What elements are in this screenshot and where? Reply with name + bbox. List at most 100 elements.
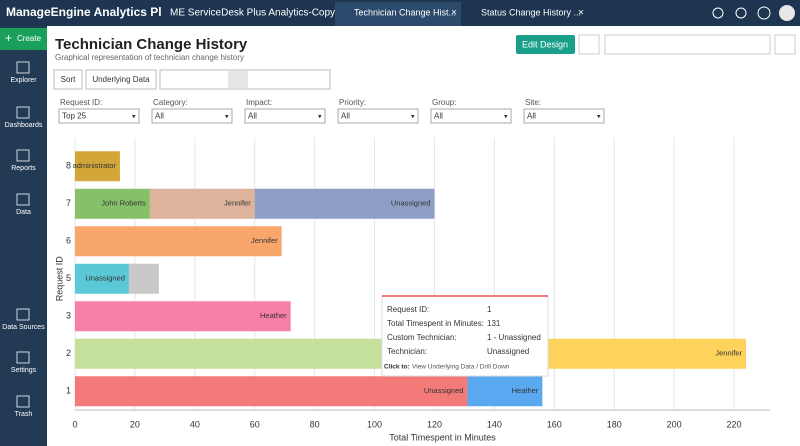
underlying-data-label[interactable]: Underlying Data: [92, 75, 150, 84]
tab-label[interactable]: Technician Change Hist...: [354, 7, 456, 17]
edit-design-label[interactable]: Edit Design: [522, 39, 568, 49]
filter-value[interactable]: Top 25: [62, 112, 87, 121]
tooltip-footer-label: Click to:: [384, 364, 410, 371]
filter-select[interactable]: [523, 108, 605, 124]
segment-label: Jennifer: [224, 199, 251, 208]
help-icon[interactable]: [757, 6, 771, 20]
filter-caret[interactable]: ▾: [597, 113, 601, 120]
bar-segment[interactable]: [75, 263, 129, 294]
tab-label[interactable]: ME ServiceDesk Plus Analytics-Copy: [170, 8, 335, 19]
bar-segment[interactable]: [75, 301, 291, 332]
x-tick-label: 80: [310, 419, 320, 429]
tab-label[interactable]: Status Change History ...: [481, 7, 581, 17]
settings-icon[interactable]: [735, 7, 747, 19]
tooltip-key: Total Timespent in Minutes:: [387, 319, 484, 328]
action-toolbar[interactable]: [604, 34, 771, 55]
y-tick-label: 1: [66, 386, 71, 396]
add-button[interactable]: [578, 34, 600, 55]
tab-close[interactable]: ×: [451, 8, 457, 19]
filter-select[interactable]: [430, 108, 512, 124]
sort-label[interactable]: Sort: [61, 75, 76, 84]
y-tick-label: 7: [66, 198, 71, 208]
segment-label: Heather: [260, 311, 287, 320]
bar-segment[interactable]: [254, 188, 435, 219]
chart-type-active[interactable]: [228, 71, 248, 88]
filter-value[interactable]: All: [248, 112, 257, 121]
tooltip-value: 1: [487, 305, 492, 314]
segment-label: Jennifer: [251, 236, 278, 245]
x-tick-label: 100: [367, 419, 382, 429]
tooltip: Click to: View Underlying Data / Drill D…: [381, 295, 549, 377]
segment-label: John Roberts: [101, 199, 146, 208]
filter-caret[interactable]: ▾: [132, 113, 136, 120]
sidebar-icon[interactable]: [16, 193, 30, 206]
filter-value[interactable]: All: [434, 112, 443, 121]
x-tick-label: 200: [667, 419, 682, 429]
filter-value[interactable]: All: [527, 112, 536, 121]
bar-segment[interactable]: [75, 188, 150, 219]
filter-caret[interactable]: ▾: [504, 113, 508, 120]
filter-label: Group:: [432, 98, 456, 107]
x-tick-label: 220: [727, 419, 742, 429]
bar-segment[interactable]: [75, 376, 468, 407]
bar-segment[interactable]: [128, 263, 159, 294]
sidebar-label[interactable]: Explorer: [10, 77, 37, 84]
tab-active[interactable]: [335, 2, 461, 26]
logo: ManageEngine Analytics Plus: [6, 5, 176, 19]
x-tick-label: 20: [130, 419, 140, 429]
bar-segment[interactable]: [75, 226, 282, 257]
sidebar-icon[interactable]: [16, 106, 30, 119]
y-tick-label: 8: [66, 161, 71, 171]
report-title: Technician Change History: [55, 36, 248, 53]
y-tick-label: 5: [66, 273, 71, 283]
plus-icon[interactable]: +: [5, 31, 12, 45]
bar-segment[interactable]: [75, 151, 120, 182]
tab[interactable]: [162, 0, 332, 26]
sidebar-icon[interactable]: [16, 149, 30, 162]
bar-segment[interactable]: [149, 188, 255, 219]
segment-label: Unassigned: [424, 386, 464, 395]
filter-label: Site:: [525, 98, 541, 107]
sidebar-label[interactable]: Trash: [15, 411, 33, 418]
sidebar-icon[interactable]: [16, 351, 30, 364]
filter-select[interactable]: [151, 108, 233, 124]
tooltip-key: Technician:: [387, 347, 427, 356]
create-label[interactable]: Create: [17, 34, 42, 43]
x-axis-title: Total Timespent in Minutes: [389, 432, 496, 442]
bell-icon[interactable]: [712, 7, 724, 19]
sidebar-label[interactable]: Data Sources: [2, 324, 45, 331]
underlying-data-button[interactable]: [85, 69, 157, 90]
tooltip-footer[interactable]: View Underlying Data / Drill Down: [412, 364, 510, 371]
sidebar-icon[interactable]: [16, 61, 30, 74]
filter-value[interactable]: All: [155, 112, 164, 121]
x-tick-label: 160: [547, 419, 562, 429]
filter-select[interactable]: [58, 108, 140, 124]
x-tick-label: 0: [72, 419, 77, 429]
tab-close[interactable]: ×: [578, 8, 584, 19]
bar-segment[interactable]: [524, 338, 747, 369]
sort-button[interactable]: [53, 69, 83, 90]
avatar[interactable]: [779, 5, 795, 21]
tooltip-key: Request ID:: [387, 305, 429, 314]
filter-label: Request ID:: [60, 98, 102, 107]
sidebar-label[interactable]: Data: [16, 209, 31, 216]
x-tick-label: 120: [427, 419, 442, 429]
filter-select[interactable]: [337, 108, 419, 124]
settings-button[interactable]: [774, 34, 796, 55]
sidebar-icon[interactable]: [16, 308, 30, 321]
y-tick-label: 3: [66, 311, 71, 321]
segment-label: Heather: [512, 386, 539, 395]
create-button[interactable]: [0, 28, 47, 50]
bar-segment[interactable]: [467, 376, 543, 407]
filter-caret[interactable]: ▾: [318, 113, 322, 120]
sidebar-label[interactable]: Settings: [11, 367, 37, 374]
sidebar-label[interactable]: Reports: [11, 165, 36, 172]
sidebar-label[interactable]: Dashboards: [5, 122, 43, 129]
sidebar-icon[interactable]: [16, 395, 30, 408]
filter-caret[interactable]: ▾: [411, 113, 415, 120]
filter-caret[interactable]: ▾: [225, 113, 229, 120]
filter-value[interactable]: All: [341, 112, 350, 121]
edit-design-button[interactable]: [516, 35, 575, 54]
filter-select[interactable]: [244, 108, 326, 124]
